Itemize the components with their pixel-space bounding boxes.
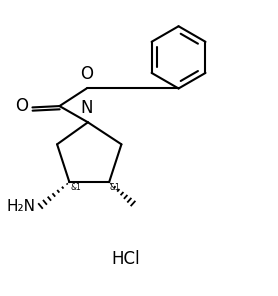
Text: &1: &1 [71, 183, 81, 192]
Text: O: O [15, 97, 28, 115]
Text: &1: &1 [110, 183, 121, 192]
Text: N: N [80, 99, 93, 118]
Text: O: O [80, 65, 93, 83]
Text: HCl: HCl [111, 250, 140, 268]
Text: H₂N: H₂N [7, 199, 36, 214]
